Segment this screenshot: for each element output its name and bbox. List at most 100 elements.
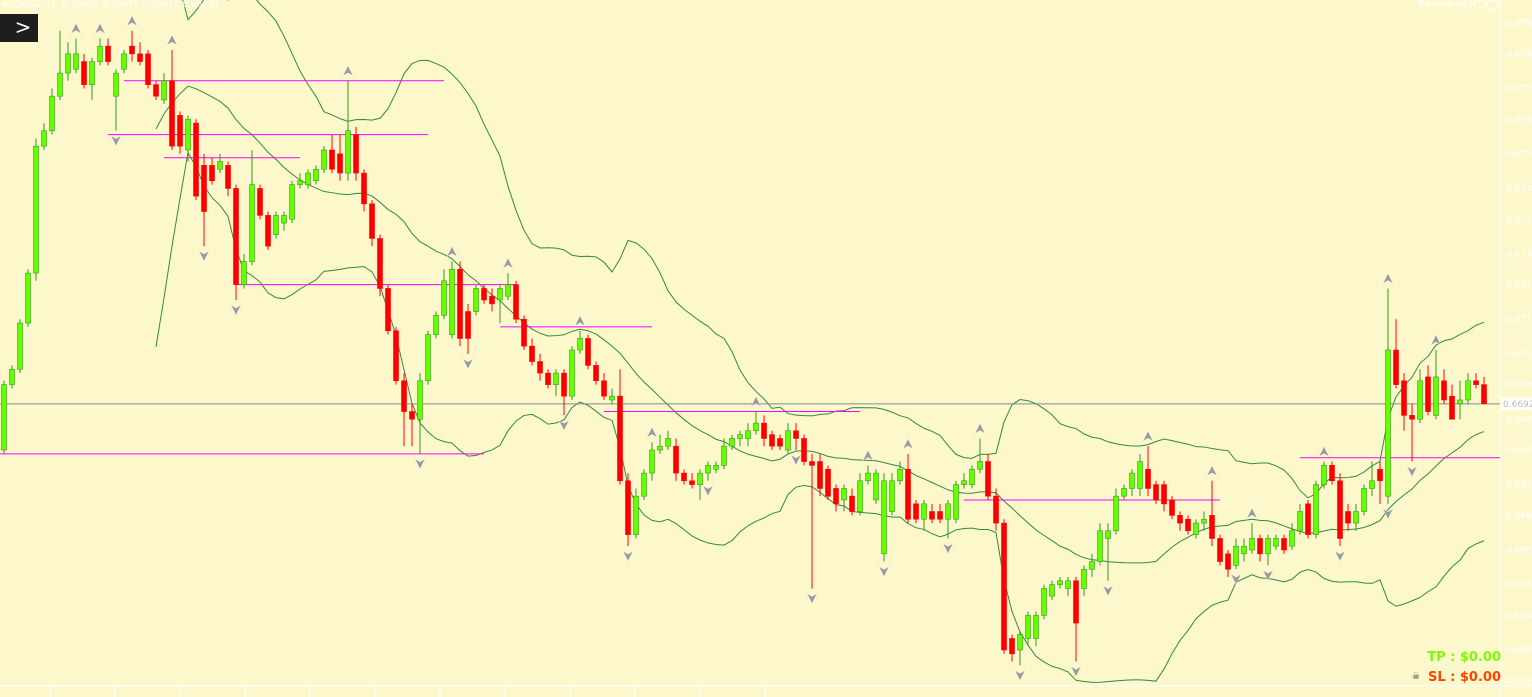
bullish-candle (1433, 376, 1439, 416)
fractal-up-arrow-icon (502, 257, 514, 269)
bearish-candle (1073, 580, 1079, 624)
bullish-candle (49, 95, 55, 132)
bullish-candle (1017, 634, 1023, 651)
bearish-candle (209, 165, 215, 182)
bullish-candle (249, 184, 255, 262)
bullish-candle (161, 80, 167, 101)
chevron-right-icon: > (14, 15, 32, 39)
fractal-down-arrow-icon (702, 485, 714, 497)
bullish-candle (881, 480, 887, 555)
price-axis-label: 0.6637 (1506, 611, 1532, 621)
bullish-candle (961, 480, 967, 485)
bearish-candle (137, 53, 143, 62)
bearish-candle (1145, 468, 1151, 489)
bullish-candle (721, 445, 727, 466)
trade-panel-title: TradePanel MT4 (1417, 0, 1488, 10)
bullish-candle (1265, 538, 1271, 555)
bearish-candle (769, 434, 775, 447)
bearish-candle (601, 380, 607, 397)
bullish-candle (97, 45, 103, 62)
bearish-candle (153, 84, 159, 97)
bearish-candle (1441, 380, 1447, 401)
bullish-candle (1, 384, 7, 451)
bullish-candle (273, 215, 279, 235)
fractal-down-arrow-icon (462, 358, 474, 370)
fractal-down-arrow-icon (1070, 665, 1082, 678)
bearish-candle (81, 61, 87, 85)
stop-loss-label: SL : $0.00 (1427, 670, 1501, 685)
bullish-candle (65, 53, 71, 74)
bearish-candle (1377, 468, 1383, 482)
fractal-down-arrow-icon (110, 135, 122, 147)
bullish-candle (25, 272, 31, 324)
expand-panel-button[interactable]: > (0, 14, 38, 42)
fractal-up-arrow-icon (646, 426, 658, 438)
bollinger-middle-band (155, 85, 1485, 564)
bullish-candle (1129, 472, 1135, 489)
bearish-candle (801, 438, 807, 462)
bullish-candle (1321, 465, 1327, 485)
bullish-candle (1049, 584, 1055, 597)
bullish-candle (321, 149, 327, 170)
bullish-candle (289, 184, 295, 220)
bearish-candle (1185, 518, 1191, 532)
bearish-candle (585, 338, 591, 366)
bearish-candle (1345, 511, 1351, 524)
bullish-candle (1113, 495, 1119, 532)
bearish-candle (809, 461, 815, 466)
bearish-candle (681, 472, 687, 482)
price-axis-label: 0.6697 (1506, 381, 1532, 391)
bullish-candle (577, 338, 583, 351)
bearish-candle (457, 268, 463, 339)
bullish-candle (1065, 580, 1071, 589)
fractal-down-arrow-icon (622, 550, 634, 562)
bullish-candle (297, 180, 303, 185)
bearish-candle (1169, 499, 1175, 516)
fractal-down-arrow-icon (942, 542, 954, 555)
price-axis-label: 0.6714 (1506, 315, 1532, 325)
bullish-candle (873, 472, 879, 501)
bullish-candle (1457, 399, 1463, 405)
fractal-up-arrow-icon (166, 34, 178, 46)
price-axis-label: 0.6748 (1506, 184, 1532, 194)
bearish-candle (1217, 538, 1223, 562)
price-axis-label: 0.6654 (1506, 546, 1532, 556)
bearish-candle (625, 480, 631, 535)
bearish-candle (1225, 553, 1231, 570)
bearish-candle (1481, 384, 1487, 405)
bullish-candle (729, 438, 735, 447)
bullish-candle (425, 334, 431, 382)
fractal-down-arrow-icon (414, 458, 426, 470)
bullish-candle (121, 53, 127, 70)
bullish-candle (841, 488, 847, 501)
fractal-up-arrow-icon (1246, 507, 1258, 519)
bearish-candle (1449, 395, 1455, 420)
bullish-candle (1105, 530, 1111, 539)
bearish-candle (993, 495, 999, 524)
bullish-candle (241, 261, 247, 285)
bullish-candle (1137, 461, 1143, 489)
bullish-candle (1385, 349, 1391, 497)
bearish-candle (1001, 522, 1007, 651)
bearish-candle (849, 495, 855, 512)
bollinger-upper-band (182, 0, 1485, 499)
current-price-tag (1501, 397, 1532, 410)
bearish-candle (1425, 376, 1431, 412)
bearish-candle (465, 311, 471, 339)
bullish-candle (1273, 538, 1279, 547)
bollinger-lower-band (155, 151, 1485, 683)
bearish-candle (1009, 638, 1015, 655)
fractal-up-arrow-icon (446, 245, 458, 258)
bullish-candle (417, 380, 423, 420)
bullish-candle (745, 430, 751, 439)
bullish-candle (89, 61, 95, 85)
bearish-candle (1473, 380, 1479, 385)
bullish-candle (705, 465, 711, 474)
bullish-candle (785, 430, 791, 451)
price-axis-label: 0.6766 (1506, 115, 1532, 125)
bullish-candle (505, 284, 511, 297)
bearish-candle (385, 288, 391, 332)
bullish-candle (609, 395, 615, 401)
